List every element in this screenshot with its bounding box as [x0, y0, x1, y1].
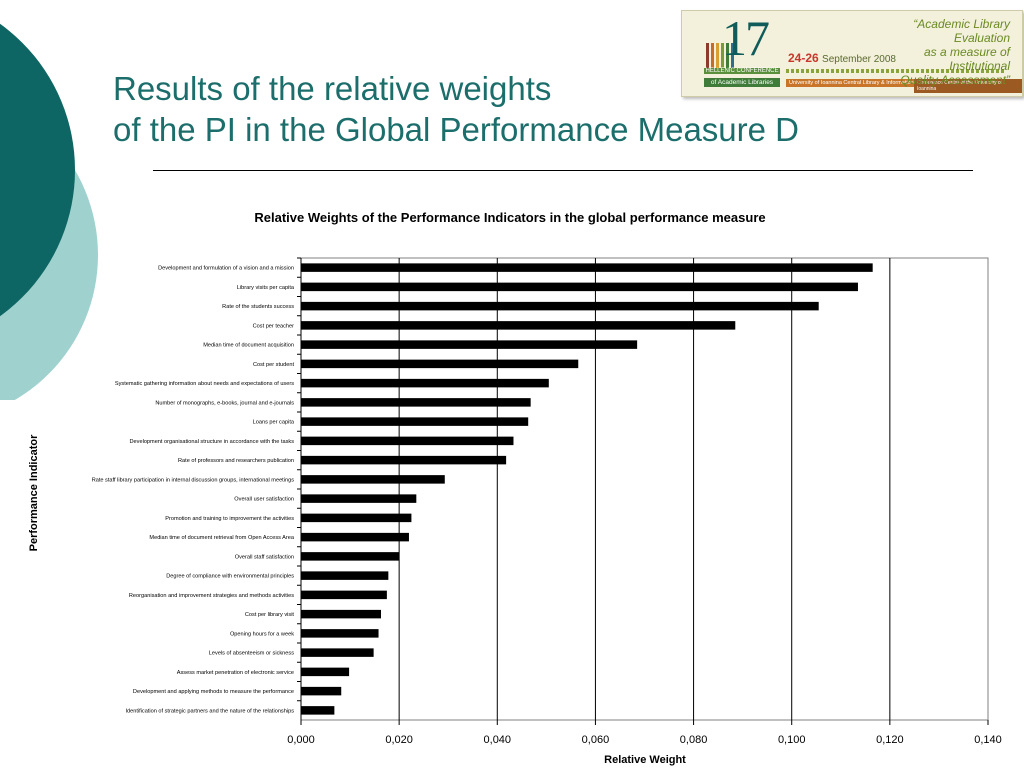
category-label: Systematic gathering information about n…: [115, 381, 294, 387]
bar: [301, 475, 445, 484]
category-label: Rate staff library participation in inte…: [92, 477, 295, 483]
category-label: Development and applying methods to meas…: [133, 689, 294, 695]
bar: [301, 552, 400, 561]
category-label: Cost per student: [253, 362, 294, 368]
category-label: Opening hours for a week: [230, 631, 294, 637]
bar: [301, 706, 335, 715]
category-label: Number of monographs, e-books, journal a…: [155, 400, 294, 406]
bar: [301, 263, 873, 272]
bar: [301, 436, 514, 446]
x-tick-label: 0,060: [582, 734, 610, 746]
bar: [301, 590, 387, 600]
bar: [301, 494, 417, 503]
category-label: Library visits per capita: [237, 285, 295, 291]
category-label: Median time of document retrieval from O…: [149, 535, 294, 541]
x-tick-label: 0,020: [385, 734, 413, 746]
category-label: Reorganisation and improvement strategie…: [129, 593, 294, 599]
logo-conference-line-1: HELLENIC CONFERENCE: [704, 68, 780, 74]
bar: [301, 532, 409, 542]
logo-dates: 24-26 September 2008: [788, 51, 896, 65]
category-label: Rate of the students success: [222, 304, 294, 310]
logo-number: 17: [722, 10, 770, 66]
x-tick-label: 0,120: [876, 734, 904, 746]
slide-title: Results of the relative weights of the P…: [113, 68, 799, 150]
category-label: Development organisational structure in …: [130, 439, 295, 445]
chart-title: Relative Weights of the Performance Indi…: [254, 210, 766, 225]
bar: [301, 629, 379, 638]
decorative-circles: [0, 23, 98, 400]
x-axis-label: Relative Weight: [604, 754, 686, 766]
bar: [301, 667, 350, 677]
bar: [301, 378, 549, 388]
category-label: Median time of document acquisition: [203, 343, 294, 349]
bar: [301, 686, 342, 696]
bar: [301, 398, 531, 407]
category-label: Identification of strategic partners and…: [125, 708, 294, 714]
category-label: Degree of compliance with environmental …: [166, 574, 294, 580]
bar: [301, 513, 412, 523]
bar: [301, 455, 507, 465]
category-label: Cost per library visit: [245, 612, 295, 618]
x-tick-label: 0,100: [778, 734, 806, 746]
bar: [301, 609, 381, 619]
category-label: Rate of professors and researchers publi…: [178, 458, 294, 464]
slide-title-line-2: of the PI in the Global Performance Meas…: [113, 111, 800, 148]
category-label: Loans per capita: [253, 420, 295, 426]
category-label: Cost per teacher: [253, 323, 294, 329]
bar: [301, 340, 638, 349]
bar: [301, 417, 529, 426]
bar: [301, 301, 819, 311]
slide-title-line-1: Results of the relative weights: [113, 70, 552, 107]
bar: [301, 282, 858, 292]
category-label: Overall staff satisfaction: [235, 554, 294, 560]
x-tick-label: 0,040: [484, 734, 512, 746]
logo-organizer-2: Conference Center of the University of I…: [914, 79, 1022, 93]
category-label: Overall user satisfaction: [234, 497, 294, 503]
bar: [301, 321, 736, 330]
x-tick-label: 0,000: [287, 734, 315, 746]
x-tick-label: 0,140: [974, 734, 1002, 746]
category-label: Development and formulation of a vision …: [158, 266, 294, 272]
logo-tagline: “Academic Library Evaluation as a measur…: [900, 17, 1010, 87]
bar: [301, 571, 389, 580]
category-label: Levels of absenteeism or sickness: [209, 651, 294, 657]
title-underline: [153, 170, 973, 171]
bar: [301, 359, 579, 369]
logo-conference-line-2: of Academic Libraries: [704, 78, 780, 87]
logo-stripes: [706, 43, 736, 78]
dark-teal-circle: [0, 23, 75, 317]
bar: [301, 648, 374, 657]
category-label: Promotion and training to improvement th…: [165, 516, 294, 522]
logo-organizer: University of Ioannina Central Library &…: [786, 79, 935, 87]
category-label: Assess market penetration of electronic …: [177, 670, 294, 676]
x-tick-label: 0,080: [680, 734, 708, 746]
logo-dotted-line: [786, 69, 1006, 73]
conference-logo: 17 24-26 September 2008 HELLENIC CONFERE…: [681, 10, 1023, 97]
